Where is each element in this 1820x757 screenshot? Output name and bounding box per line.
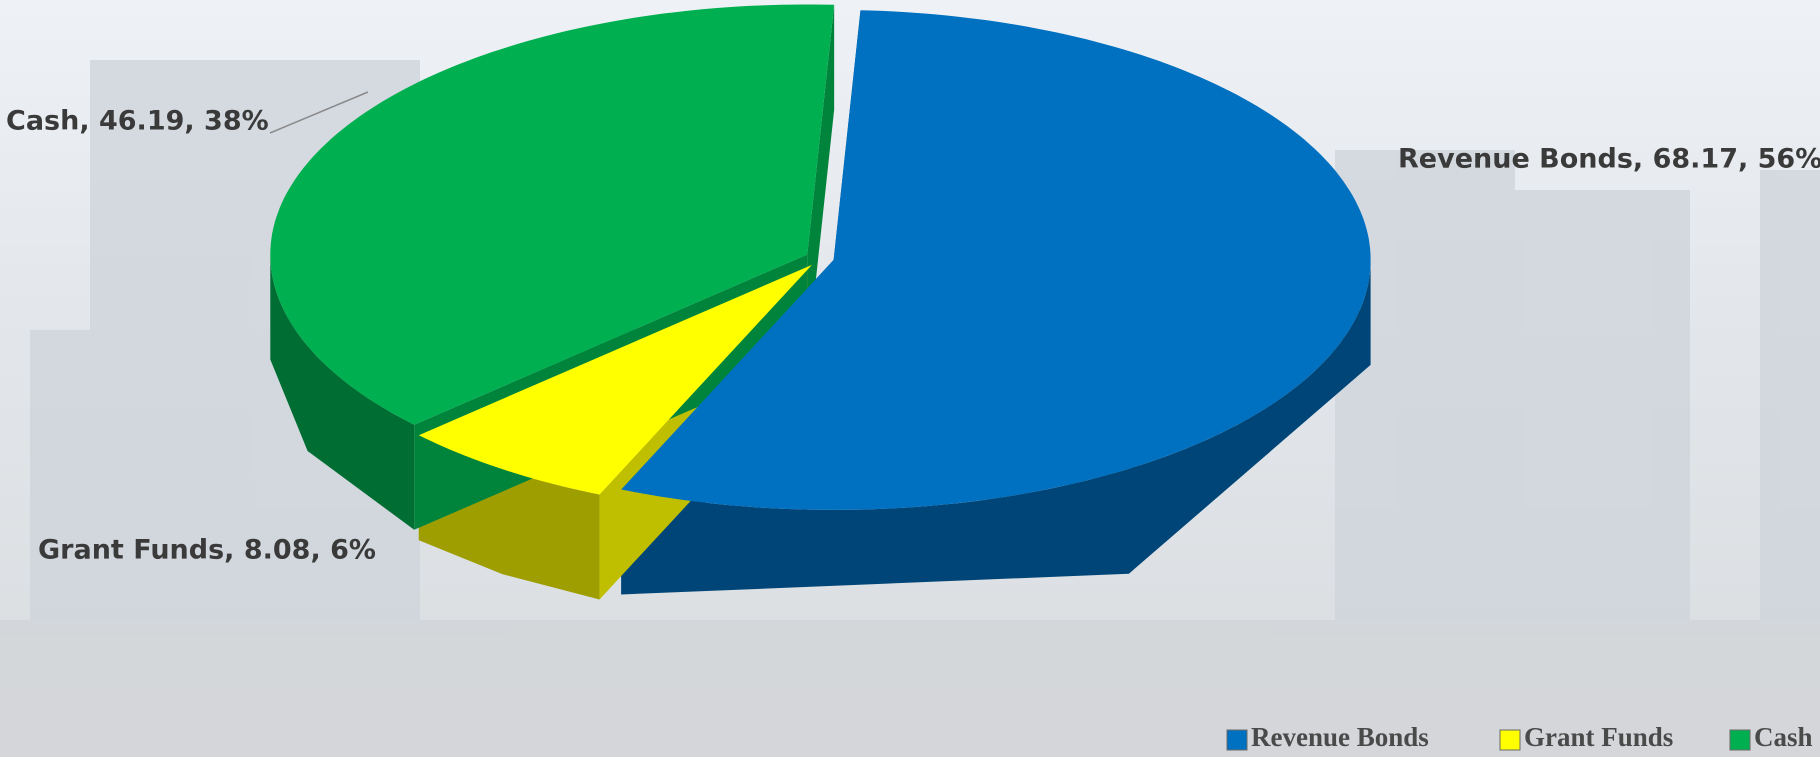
legend-label: Revenue Bonds — [1251, 722, 1429, 752]
data-label: Cash, 46.19, 38% — [6, 106, 269, 137]
slice — [270, 4, 835, 425]
pie — [270, 4, 1371, 600]
legend-swatch — [1499, 729, 1521, 751]
legend-label: Cash — [1754, 722, 1813, 752]
data-labels: Revenue Bonds, 68.17, 56% Grant Funds, 8.… — [6, 91, 1820, 566]
leader-line — [269, 91, 369, 134]
slice-side — [270, 254, 415, 530]
slice-side — [621, 259, 1371, 595]
slice — [621, 10, 1371, 510]
legend: Revenue Bonds Grant Funds Cash — [1226, 722, 1813, 752]
slice — [418, 264, 812, 495]
data-label: Grant Funds, 8.08, 6% — [38, 535, 376, 566]
slice-cut-face — [807, 4, 835, 360]
legend-swatch — [1226, 729, 1248, 751]
legend-swatch — [1729, 729, 1751, 751]
legend-label: Grant Funds — [1524, 722, 1673, 752]
data-label: Revenue Bonds, 68.17, 56% — [1398, 144, 1820, 175]
